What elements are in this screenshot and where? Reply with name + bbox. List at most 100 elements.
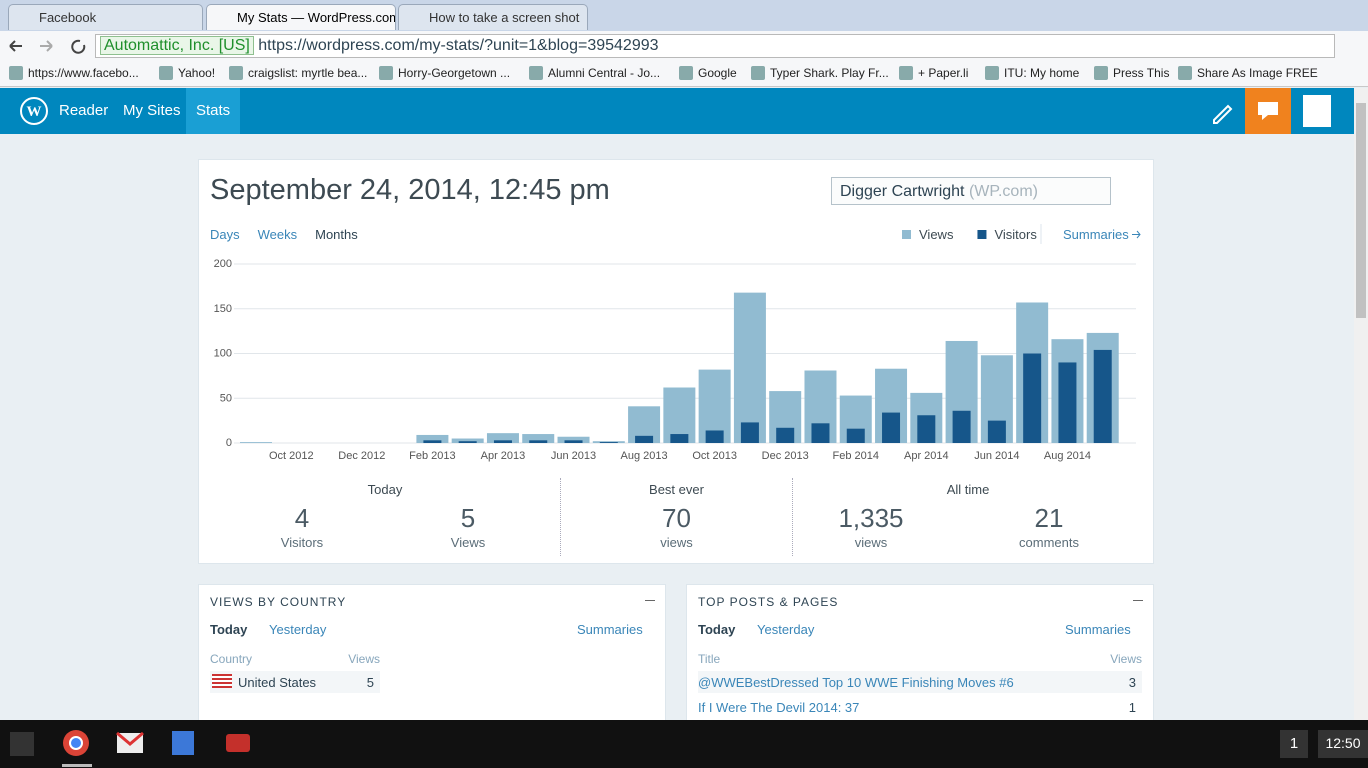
bookmark[interactable]: Horry-Georgetown ... <box>398 66 511 80</box>
x-tick-label: Aug 2013 <box>621 450 668 462</box>
nav-buttons[interactable] <box>6 37 86 55</box>
nav-item[interactable]: Reader <box>59 102 109 119</box>
notifications[interactable] <box>1245 88 1291 134</box>
bar <box>846 428 865 443</box>
period-tab[interactable]: Months <box>315 227 358 242</box>
row-label[interactable]: If I Were The Devil 2014: 37 <box>698 700 860 715</box>
today-visitors: 4 <box>294 503 310 533</box>
bar <box>416 434 449 443</box>
write-icon[interactable] <box>1206 96 1236 126</box>
address-bar[interactable]: Automattic, Inc. [US] https://wordpress.… <box>95 34 1335 58</box>
x-tick-label: Oct 2012 <box>269 450 314 462</box>
browser-tab[interactable]: My Stats — WordPress.com <box>206 4 396 30</box>
y-tick-label: 150 <box>214 303 232 315</box>
bar <box>733 292 766 443</box>
bar <box>952 410 971 443</box>
bar <box>423 440 442 443</box>
taskbar: 1 12:50 <box>0 720 1368 768</box>
avatar[interactable] <box>1303 95 1331 127</box>
cert-badge: Automattic, Inc. [US] <box>100 36 254 55</box>
bar <box>458 441 477 443</box>
legend-swatch <box>902 230 911 239</box>
collapse[interactable] <box>645 600 655 601</box>
period-tab[interactable]: Days <box>210 227 240 242</box>
alltime-label: All time <box>946 482 990 497</box>
wp-logo[interactable]: W <box>19 96 49 126</box>
best-label: Best ever <box>649 482 704 497</box>
bookmark[interactable]: Typer Shark. Play Fr... <box>770 66 889 80</box>
bookmark[interactable]: https://www.facebo... <box>28 66 139 80</box>
bookmark[interactable]: Share As Image FREE <box>1197 66 1318 80</box>
row-value: 5 <box>366 675 374 690</box>
summaries-link[interactable]: Summaries <box>577 622 643 637</box>
x-tick-label: Dec 2013 <box>762 450 809 462</box>
bookmark-icon <box>1178 66 1192 80</box>
bookmark[interactable]: + Paper.li <box>918 66 969 80</box>
browser-tab[interactable]: Facebook <box>8 4 203 30</box>
chart: 0 50 100 150 200 Oct 2012 Dec 2012 Feb 2013 Apr … <box>214 224 1136 462</box>
bookmark[interactable]: Alumni Central - Jo... <box>548 66 661 80</box>
summaries-link[interactable]: Summaries <box>1065 622 1131 637</box>
divider <box>792 478 793 556</box>
bar <box>240 442 272 443</box>
bar <box>1093 349 1112 443</box>
taskbar-apps[interactable] <box>0 720 260 768</box>
x-tick-label: Jun 2013 <box>551 450 596 462</box>
y-tick-label: 200 <box>214 258 232 270</box>
bar <box>670 434 689 443</box>
bookmark-icon <box>1094 66 1108 80</box>
bar <box>811 423 830 443</box>
summaries-link[interactable]: Summaries <box>1063 227 1142 242</box>
flag <box>212 674 232 688</box>
bar <box>557 436 590 443</box>
bar <box>635 435 654 443</box>
summaries-text: Summaries <box>1063 227 1129 242</box>
x-tick-label: Apr 2013 <box>481 450 526 462</box>
window-badge[interactable]: 1 <box>1280 730 1308 758</box>
bar <box>599 442 618 443</box>
bookmark[interactable]: Press This <box>1113 66 1170 80</box>
x-tick-label: Oct 2013 <box>692 450 737 462</box>
x-tick-label: Apr 2014 <box>904 450 949 462</box>
panel-tab[interactable]: Today <box>698 622 736 637</box>
site-select[interactable]: Digger Cartwright (WP.com) <box>831 177 1111 205</box>
y-tick-label: 100 <box>214 348 232 360</box>
panel-tab[interactable]: Yesterday <box>269 622 327 637</box>
period-tab[interactable]: Weeks <box>257 227 298 242</box>
site-suffix: (WP.com) <box>968 183 1038 200</box>
bar <box>522 434 555 443</box>
row-label: United States <box>238 675 317 690</box>
bar <box>486 433 519 443</box>
bookmark[interactable]: ITU: My home <box>1004 66 1080 80</box>
alltime-views-label: views <box>854 535 888 550</box>
bookmark[interactable]: Yahoo! <box>178 66 216 80</box>
legend-label: Visitors <box>994 227 1037 242</box>
clock[interactable]: 12:50 <box>1318 730 1368 758</box>
bookmark[interactable]: Google <box>698 66 737 80</box>
bookmark-icon <box>159 66 173 80</box>
panel-title: TOP POSTS & PAGES <box>698 595 839 609</box>
masterbar: W Reader My Sites Stats <box>0 88 1354 134</box>
bar <box>592 441 625 443</box>
svg-text:W: W <box>27 104 42 120</box>
legend-swatch <box>977 230 987 239</box>
row-label[interactable]: @WWEBestDressed Top 10 WWE Finishing Mov… <box>698 675 1014 690</box>
bookmark[interactable]: craigslist: myrtle bea... <box>248 66 368 80</box>
panel-tab[interactable]: Today <box>210 622 248 637</box>
toolbar: Automattic, Inc. [US] https://wordpress.… <box>0 31 1368 61</box>
panel-tab[interactable]: Yesterday <box>757 622 815 637</box>
x-tick-label: Aug 2014 <box>1044 450 1091 462</box>
col-header: Country <box>210 652 253 666</box>
col-header: Views <box>1110 652 1142 666</box>
browser-tab[interactable]: How to take a screen shot <box>398 4 588 30</box>
stats-date: September 24, 2014, 12:45 pm <box>210 174 610 206</box>
col-header: Title <box>698 652 721 666</box>
site-name: Digger Cartwright <box>840 183 965 200</box>
today-views-label: Views <box>450 535 486 550</box>
nav-item[interactable]: My Sites <box>123 102 181 119</box>
row-bg <box>698 696 1142 718</box>
nav-item[interactable]: Stats <box>186 88 241 134</box>
collapse[interactable] <box>1133 600 1143 601</box>
bar <box>776 427 795 443</box>
today-visitors-label: Visitors <box>280 535 324 550</box>
